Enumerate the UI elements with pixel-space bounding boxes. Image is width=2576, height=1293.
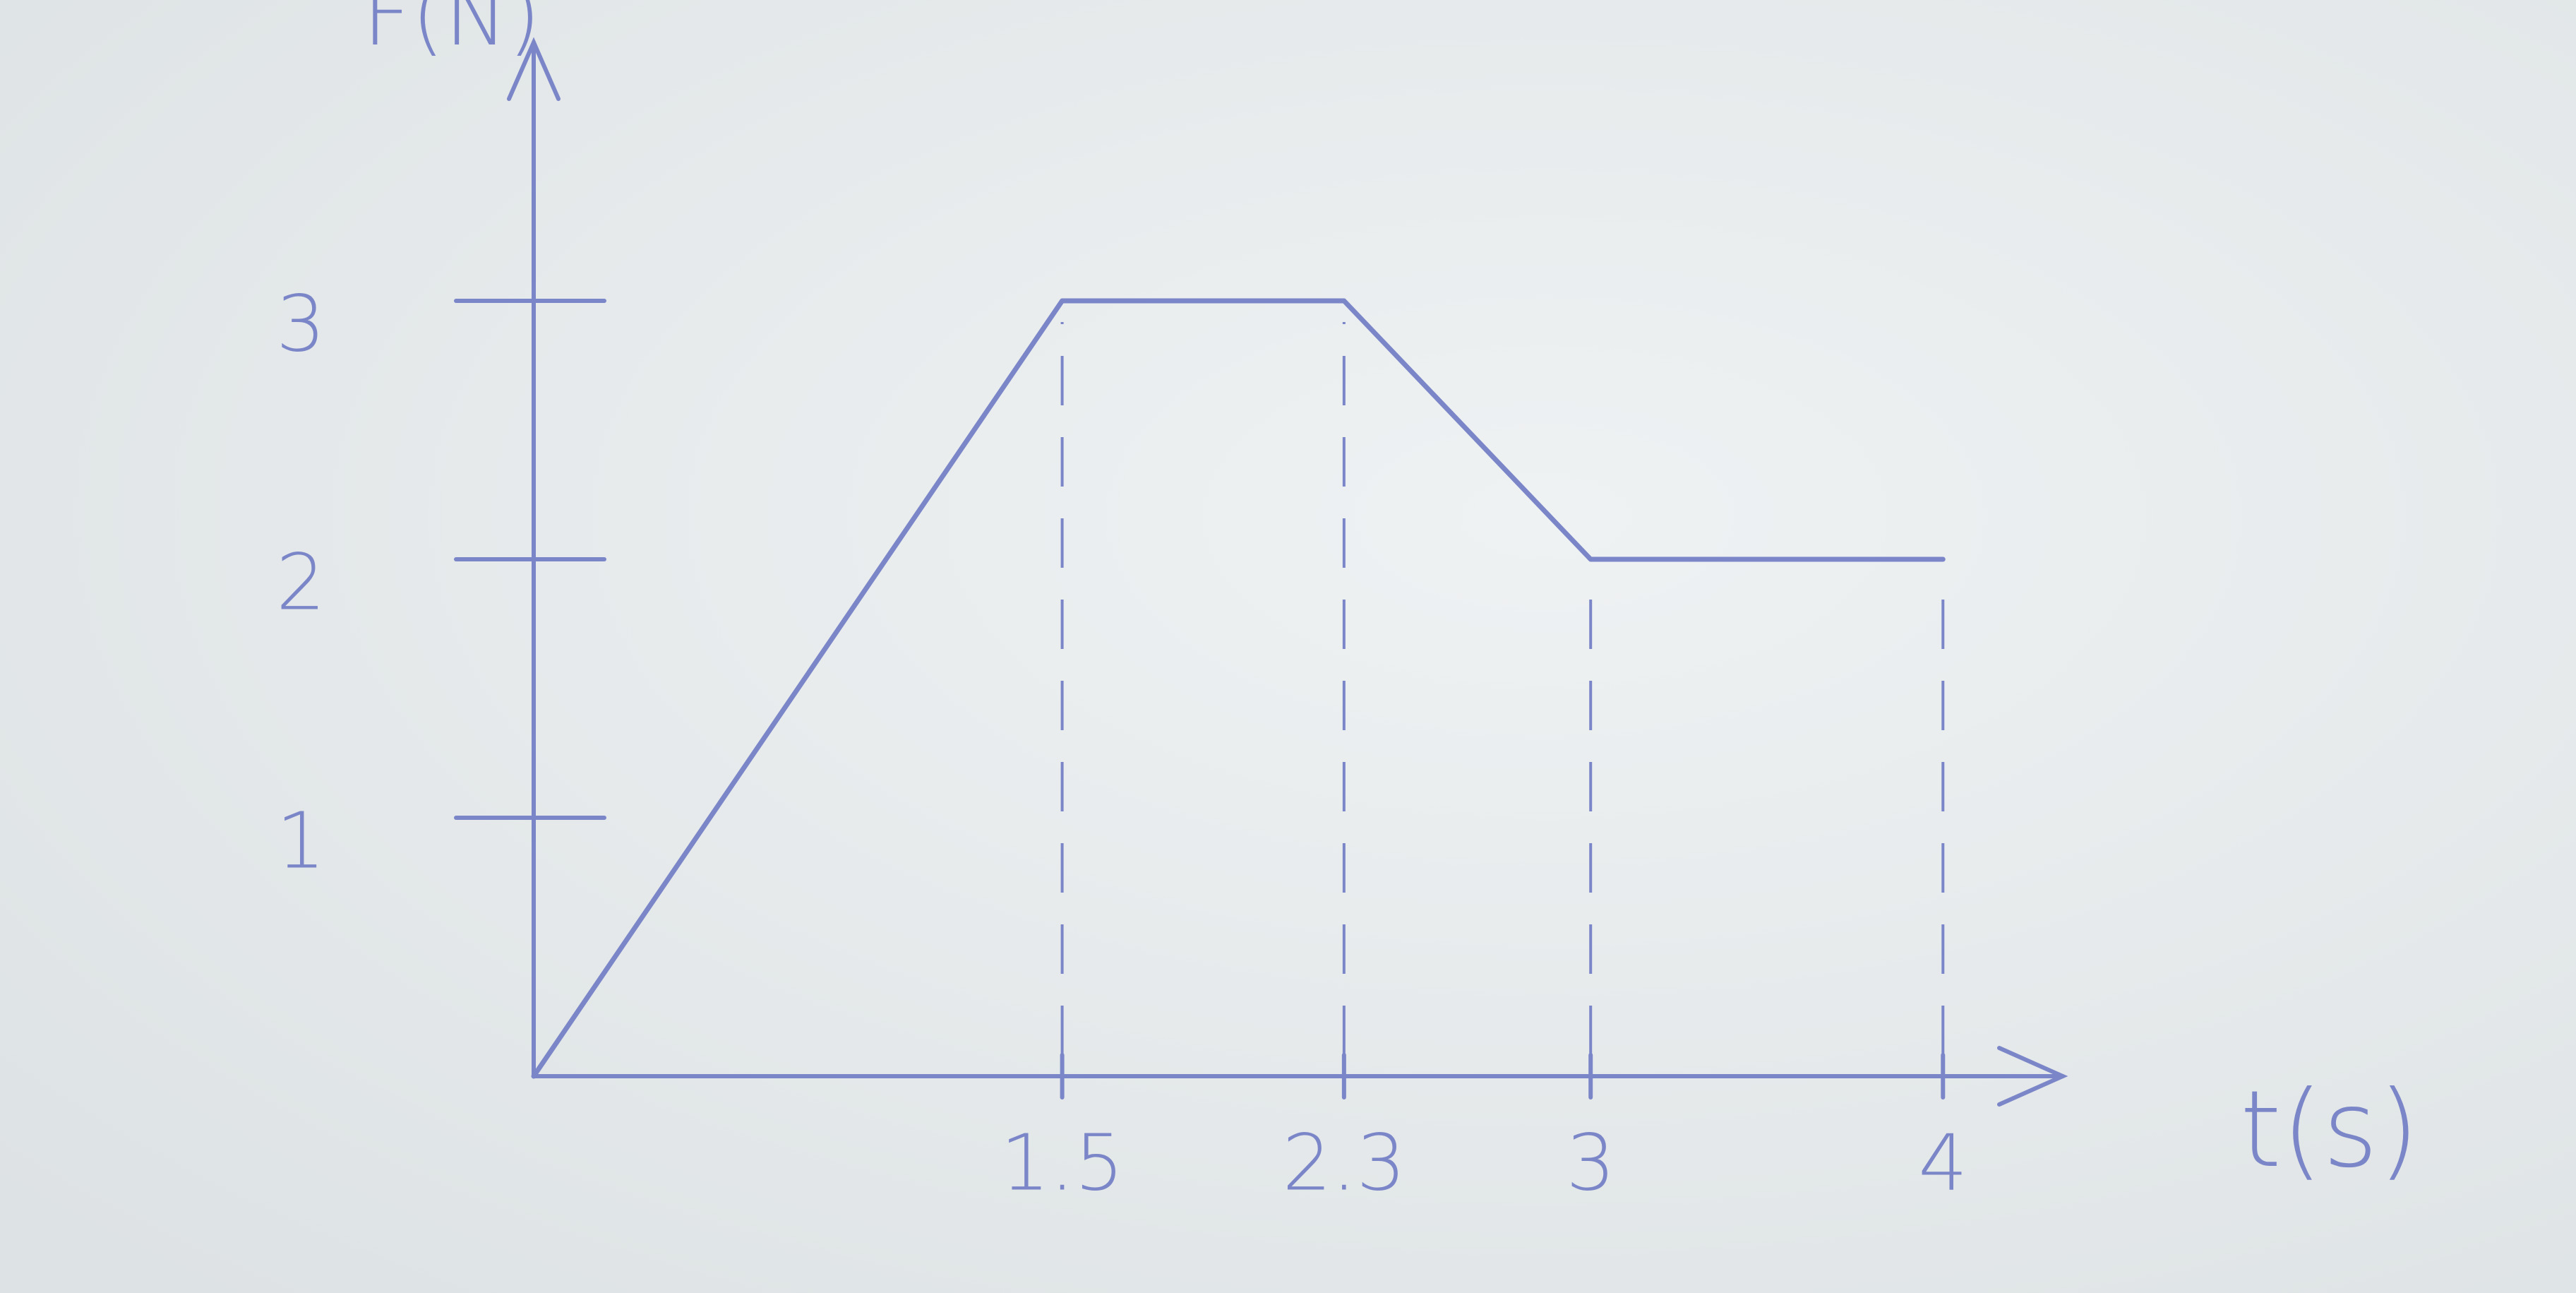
x-tick-label: 3 [1566, 1117, 1615, 1208]
y-tick-label: 2 [276, 537, 325, 627]
x-tick-label: 4 [1918, 1117, 1967, 1208]
x-tick-label: 2.3 [1282, 1117, 1406, 1208]
y-tick-label: 3 [276, 278, 325, 369]
x-axis-arrow [1997, 1046, 2068, 1107]
x-tick-label: 1.5 [1000, 1117, 1124, 1208]
x-axis-label: t(s) [2240, 1068, 2419, 1191]
y-axis-label: F(N) [363, 0, 541, 65]
data-line [531, 298, 1946, 1079]
y-tick-label: 1 [276, 795, 325, 886]
y-axis-arrow [507, 37, 561, 101]
